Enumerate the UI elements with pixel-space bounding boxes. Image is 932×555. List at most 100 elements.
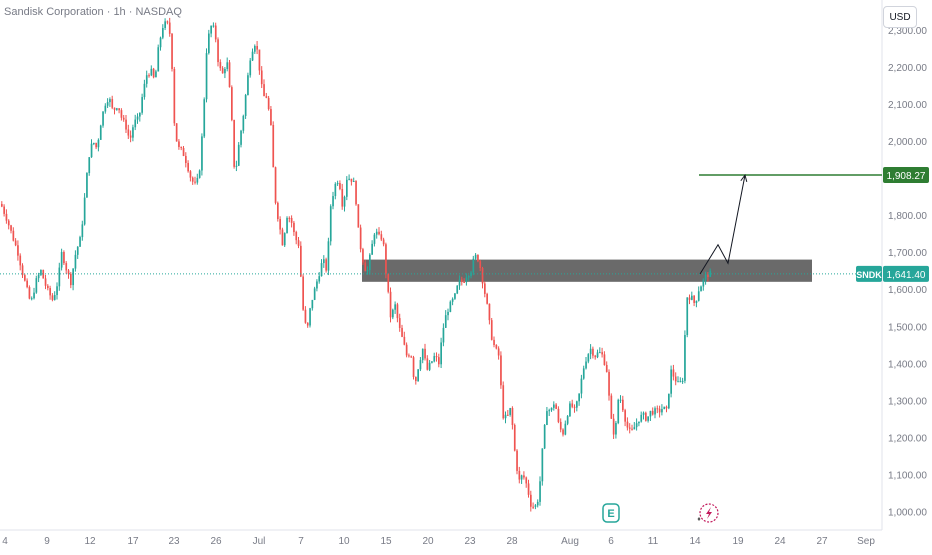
- candle-body: [428, 362, 431, 370]
- candle-body: [109, 99, 111, 103]
- candle-body: [148, 75, 150, 77]
- candle-body: [419, 360, 422, 370]
- projection-arrowhead-icon: [740, 174, 748, 183]
- candle-body: [178, 141, 180, 147]
- candle-body: [587, 354, 590, 362]
- time-tick-label: 26: [210, 536, 222, 547]
- candle-body: [693, 295, 695, 303]
- projection-path[interactable]: [699, 174, 748, 275]
- candle-body: [256, 46, 258, 50]
- candle-body: [201, 136, 203, 171]
- candle-body: [352, 181, 355, 183]
- candle-body: [364, 262, 367, 272]
- target-price-label: 1,908.27: [887, 171, 926, 182]
- candle-body: [226, 62, 229, 69]
- candle-body: [320, 263, 323, 277]
- candle-body: [394, 304, 396, 310]
- candle-body: [325, 259, 327, 271]
- price-tick-label: 2,200.00: [888, 63, 927, 74]
- candle-body: [14, 240, 17, 246]
- time-tick-label: 12: [84, 536, 96, 547]
- time-tick-label: Jul: [253, 536, 266, 547]
- candle-body: [431, 361, 433, 363]
- candle-body: [295, 232, 298, 241]
- candle-body: [366, 270, 369, 272]
- candle-body: [63, 252, 65, 264]
- candle-body: [231, 87, 233, 120]
- candle-body: [387, 273, 390, 292]
- candle-body: [467, 275, 470, 278]
- candle-body: [527, 483, 530, 495]
- currency-button[interactable]: USD: [883, 6, 917, 28]
- candle-body: [405, 344, 408, 356]
- candle-body: [651, 410, 654, 415]
- candle-body: [490, 320, 493, 340]
- candle-body: [442, 327, 445, 343]
- projection-polyline[interactable]: [699, 175, 746, 275]
- candle-body: [559, 421, 562, 430]
- candle-body: [539, 481, 541, 502]
- resistance-zone-rect[interactable]: [362, 259, 812, 282]
- time-tick-label: 23: [168, 536, 180, 547]
- candle-body: [311, 299, 314, 309]
- candle-body: [302, 276, 304, 310]
- resistance-zone[interactable]: [362, 259, 812, 282]
- candle-body: [313, 288, 316, 300]
- candle-body: [127, 129, 130, 136]
- candle-body: [645, 412, 647, 421]
- candle-body: [173, 68, 176, 124]
- time-axis[interactable]: 4 9 12 17 23 26 Jul 7 10 15 20 23 28 Aug 6 11 14 19 24 27 Se…: [2, 536, 875, 547]
- candle-body: [504, 414, 507, 419]
- candle-body: [143, 83, 146, 98]
- candle-body: [277, 202, 279, 220]
- candle-body: [479, 261, 482, 269]
- candle-body: [438, 357, 440, 365]
- candle-body: [635, 423, 638, 428]
- candle-body: [145, 75, 148, 84]
- time-tick-label: 23: [464, 536, 476, 547]
- candle-body: [293, 222, 295, 233]
- flash-event-marker[interactable]: [697, 503, 719, 523]
- candle-body: [111, 99, 114, 108]
- candle-body: [385, 244, 387, 274]
- candle-body: [28, 287, 31, 299]
- candle-body: [550, 407, 553, 411]
- candle-body: [681, 380, 684, 382]
- candle-body: [113, 107, 116, 110]
- candle-body: [463, 282, 465, 284]
- candle-body: [451, 298, 454, 302]
- earnings-e-icon: [602, 503, 620, 523]
- candle-body: [279, 219, 281, 230]
- candle-body: [332, 196, 334, 207]
- candle-body: [700, 286, 702, 292]
- candle-body: [477, 254, 479, 262]
- chart-title: Sandisk Corporation · 1h · NASDAQ: [4, 6, 182, 18]
- candle-body: [656, 408, 659, 410]
- candle-body: [564, 423, 567, 435]
- candle-body: [214, 25, 217, 40]
- candle-body: [449, 301, 452, 312]
- candle-body: [104, 105, 107, 112]
- candle-body: [704, 274, 707, 280]
- candle-body: [410, 356, 413, 358]
- candle-body: [546, 411, 548, 425]
- candle-body: [304, 309, 307, 323]
- candle-body: [668, 393, 670, 409]
- candle-body: [350, 178, 353, 182]
- candle-body: [70, 273, 72, 286]
- price-badges: 1,908.27 SNDK 1,641.40: [856, 167, 929, 282]
- candle-body: [596, 352, 599, 358]
- symbol-badge: [856, 265, 882, 282]
- candle-body: [702, 279, 705, 287]
- candle-body: [221, 68, 224, 74]
- candle-body: [536, 501, 539, 506]
- candle-body: [58, 267, 61, 287]
- candle-body: [484, 283, 486, 294]
- earnings-marker[interactable]: E: [602, 503, 620, 523]
- candle-body: [212, 25, 215, 27]
- price-axis[interactable]: 2,300.00 2,200.00 2,100.00 2,000.00 1,800.00…: [888, 26, 927, 519]
- candle-body: [306, 322, 309, 326]
- candle-body: [334, 183, 337, 197]
